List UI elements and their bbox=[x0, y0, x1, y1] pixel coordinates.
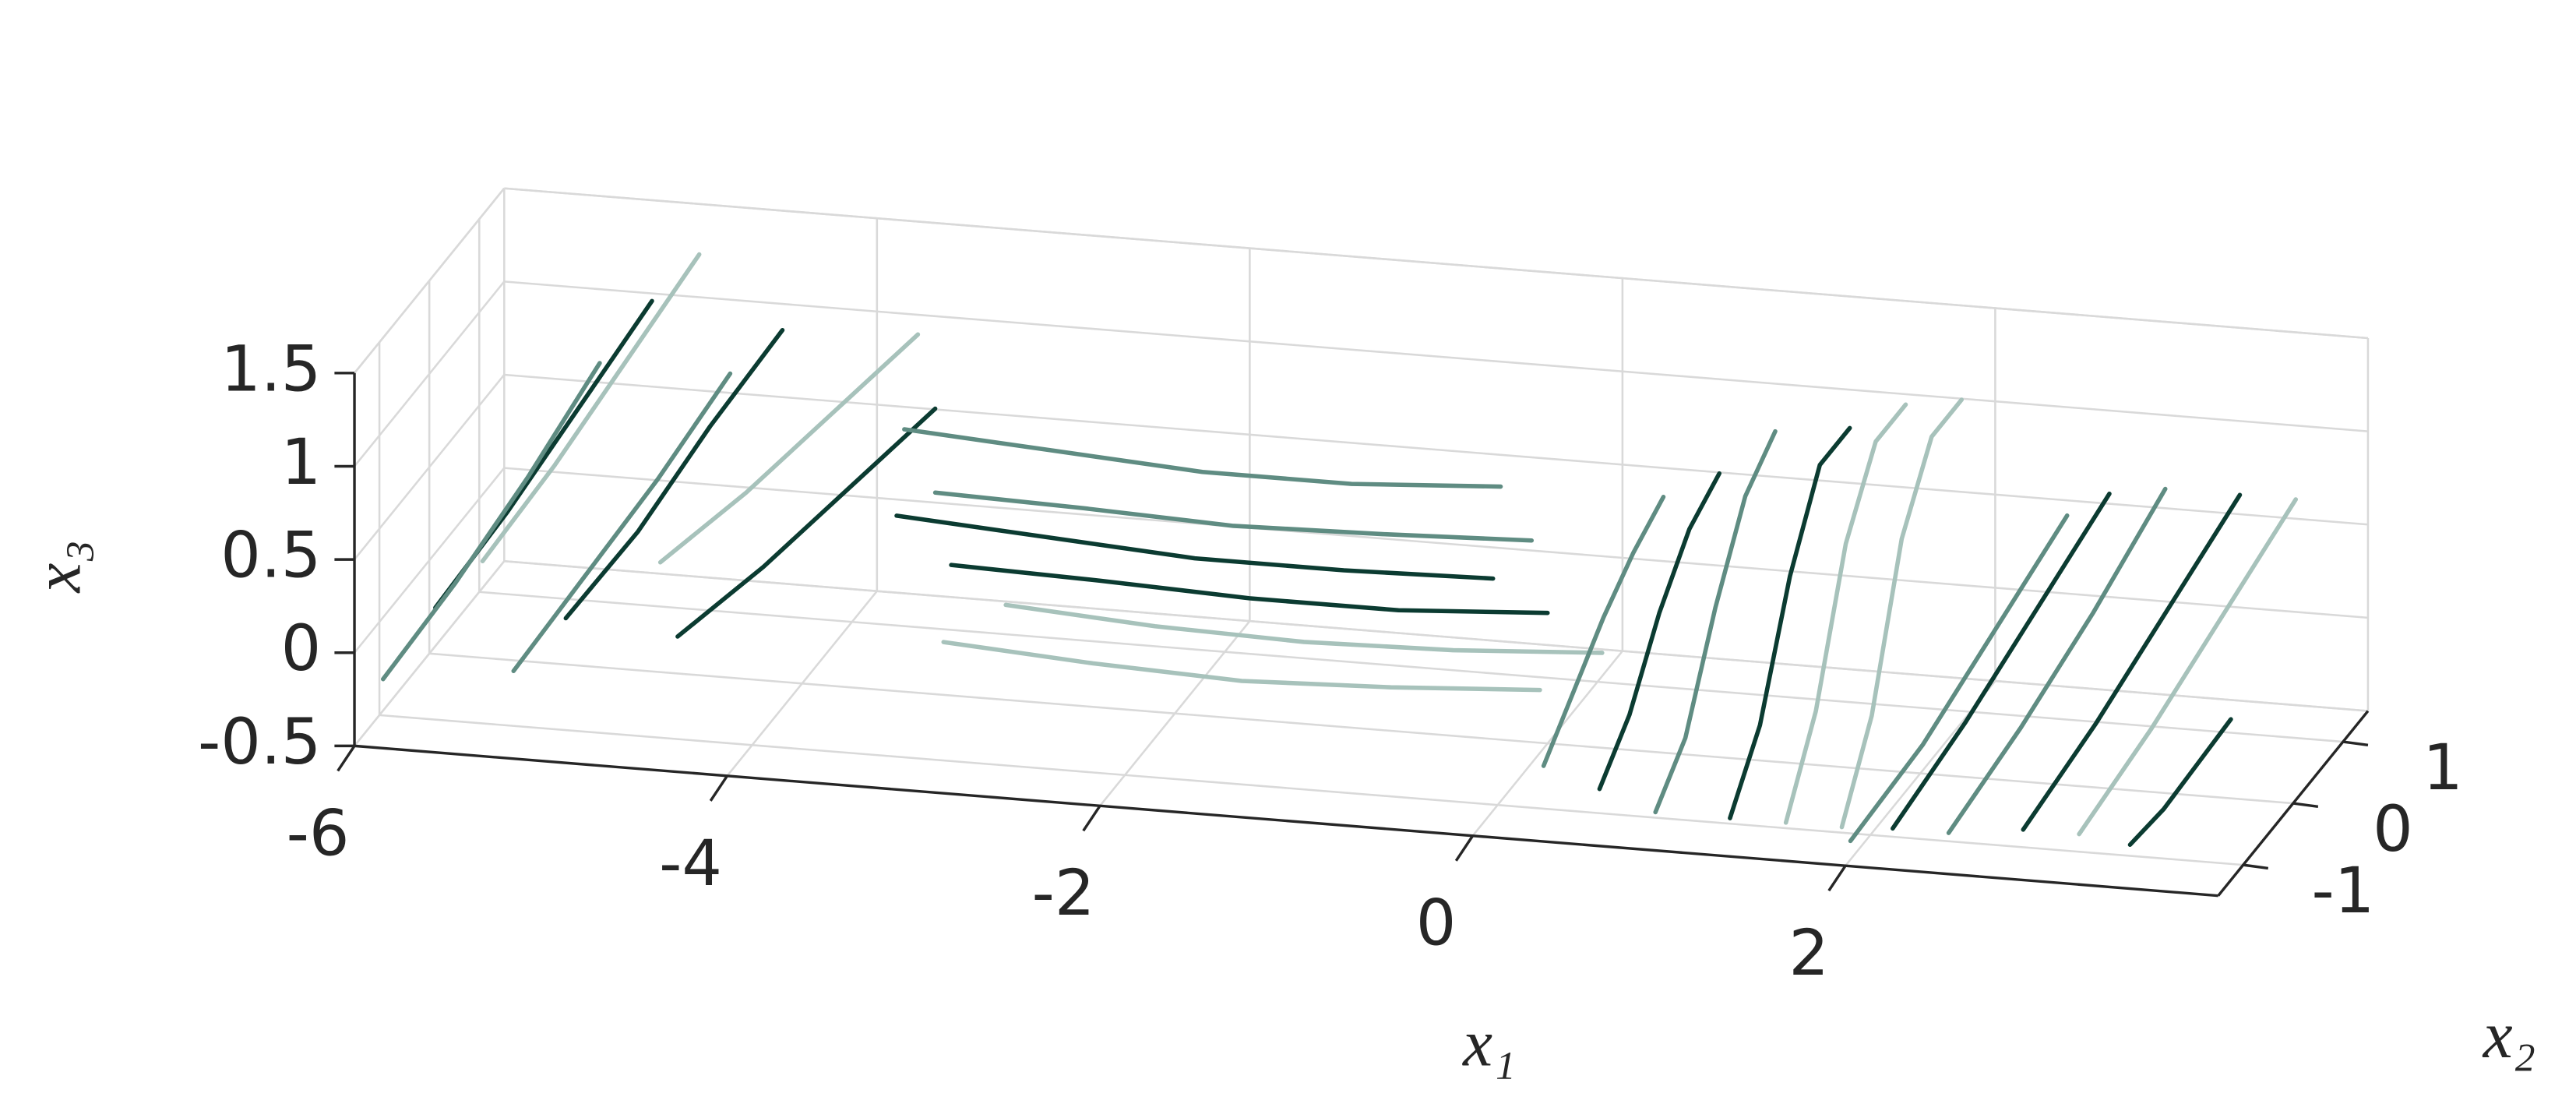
grid-line bbox=[504, 467, 2369, 619]
trajectory bbox=[941, 640, 1542, 693]
trajectory bbox=[2077, 497, 2299, 837]
grid-line bbox=[479, 591, 2344, 743]
x-tick-label: 2 bbox=[1788, 917, 1829, 990]
x-tick bbox=[1827, 865, 1847, 892]
trajectory bbox=[1597, 471, 1722, 792]
trajectory bbox=[381, 361, 602, 682]
z-tick-label: 1 bbox=[281, 426, 322, 499]
trajectory bbox=[1839, 397, 1965, 830]
x-tick-label: -2 bbox=[1032, 857, 1095, 930]
box-edge bbox=[354, 187, 506, 374]
z-tick-label: -0.5 bbox=[198, 706, 321, 779]
trajectory bbox=[1003, 602, 1605, 655]
trajectory bbox=[1848, 513, 2070, 844]
trajectory bbox=[657, 332, 921, 565]
x-axis bbox=[354, 744, 2218, 898]
x-tick bbox=[709, 774, 728, 802]
trajectory bbox=[1728, 425, 1852, 820]
y-tick bbox=[2292, 802, 2319, 809]
trajectory bbox=[1653, 429, 1778, 815]
trajectory bbox=[932, 490, 1535, 543]
z-tick-label: 0.5 bbox=[220, 520, 321, 593]
trajectory bbox=[894, 513, 1496, 581]
grid-line bbox=[354, 374, 506, 560]
trajectory bbox=[2127, 717, 2233, 848]
grid-line bbox=[354, 467, 506, 654]
z-tick-label: 0 bbox=[281, 612, 322, 686]
box-edge bbox=[504, 187, 2369, 340]
z-tick-label: 1.5 bbox=[220, 333, 321, 406]
x-tick bbox=[1082, 805, 1101, 832]
x-axis-label: x₁ bbox=[1461, 1007, 1516, 1081]
y-axis-label: x₂ bbox=[2482, 999, 2536, 1072]
trajectory bbox=[675, 406, 938, 639]
y-tick bbox=[2243, 863, 2269, 870]
trajectory bbox=[2021, 492, 2243, 832]
grid-line bbox=[504, 373, 2369, 526]
trajectory bbox=[1541, 495, 1666, 768]
grid-line bbox=[504, 280, 2369, 432]
trajectory bbox=[480, 252, 702, 564]
y-tick-label: 0 bbox=[2373, 793, 2413, 866]
grid-line bbox=[354, 280, 506, 467]
grid-line bbox=[354, 560, 506, 747]
trajectory bbox=[902, 427, 1503, 489]
trajectory bbox=[1783, 402, 1908, 825]
y-tick-label: -1 bbox=[2311, 855, 2374, 928]
x-tick bbox=[1454, 834, 1475, 862]
z-axis-label: x₃ bbox=[22, 540, 95, 594]
x-tick-label: 0 bbox=[1416, 887, 1457, 961]
box-edge bbox=[504, 559, 2369, 712]
trajectory bbox=[949, 563, 1550, 615]
trajectory bbox=[511, 371, 733, 674]
trajectory bbox=[1891, 491, 2112, 831]
grid-line bbox=[429, 652, 2293, 805]
y-tick bbox=[2342, 740, 2369, 747]
x-tick bbox=[337, 745, 356, 772]
grid-line bbox=[379, 714, 2243, 866]
x-tick-label: -4 bbox=[659, 827, 722, 901]
x-tick-label: -6 bbox=[287, 797, 350, 870]
trajectory bbox=[1946, 486, 2168, 835]
y-tick-label: 1 bbox=[2423, 732, 2463, 805]
trajectory bbox=[563, 327, 785, 621]
